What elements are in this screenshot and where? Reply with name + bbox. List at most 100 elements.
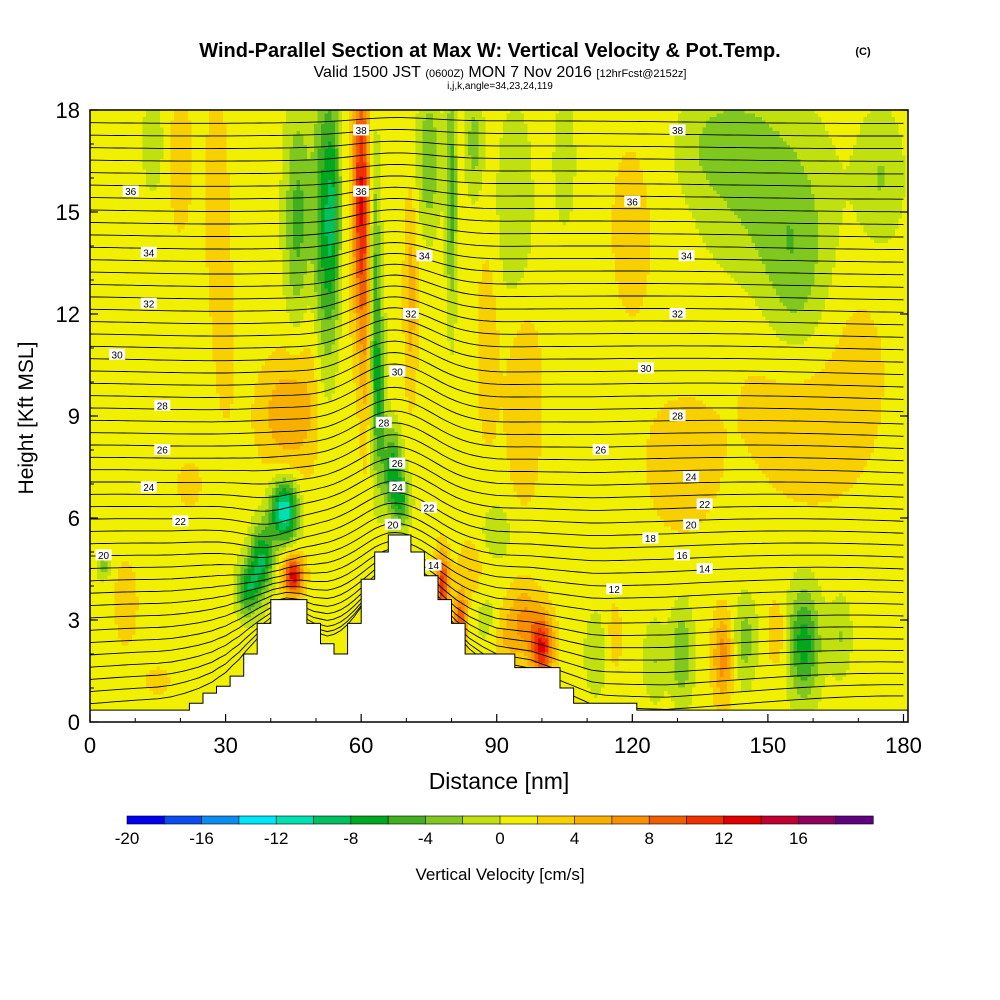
velocity-cell [559,159,563,163]
velocity-cell [587,159,591,163]
velocity-cell [129,138,133,142]
velocity-cell [325,114,329,118]
velocity-cell [202,135,206,139]
velocity-cell [300,156,304,160]
velocity-cell [265,128,269,132]
velocity-cell [773,156,777,160]
velocity-cell [591,135,595,139]
velocity-cell [615,117,619,121]
velocity-cell [598,145,602,149]
velocity-cell [685,149,689,153]
velocity-cell [262,149,266,153]
velocity-cell [605,152,609,156]
velocity-cell [230,149,234,153]
velocity-cell [433,121,437,125]
velocity-cell [752,138,756,142]
velocity-cell [818,128,822,132]
velocity-cell [384,142,388,146]
velocity-cell [531,159,535,163]
velocity-cell [300,145,304,149]
velocity-cell [104,138,108,142]
velocity-cell [514,159,518,163]
velocity-cell [178,121,182,125]
velocity-cell [181,135,185,139]
velocity-cell [773,131,777,135]
velocity-cell [160,114,164,118]
velocity-cell [860,124,864,128]
velocity-cell [447,114,451,118]
velocity-cell [591,117,595,121]
velocity-cell [153,117,157,121]
velocity-cell [458,152,462,156]
velocity-cell [283,156,287,160]
velocity-cell [888,124,892,128]
velocity-cell [255,152,259,156]
velocity-cell [405,152,409,156]
velocity-cell [752,114,756,118]
velocity-cell [780,124,784,128]
velocity-cell [202,121,206,125]
velocity-cell [528,159,532,163]
velocity-cell [594,138,598,142]
velocity-cell [580,114,584,118]
velocity-cell [874,114,878,118]
velocity-cell [825,156,829,160]
velocity-cell [244,121,248,125]
velocity-cell [531,149,535,153]
velocity-cell [871,121,875,125]
velocity-cell [801,149,805,153]
velocity-cell [423,149,427,153]
velocity-cell [874,121,878,125]
velocity-cell [867,124,871,128]
velocity-cell [864,152,868,156]
velocity-cell [696,128,700,132]
velocity-cell [836,142,840,146]
velocity-cell [608,145,612,149]
velocity-cell [398,121,402,125]
velocity-cell [804,124,808,128]
velocity-cell [654,117,658,121]
velocity-cell [612,145,616,149]
velocity-cell [710,149,714,153]
velocity-cell [195,117,199,121]
velocity-cell [892,121,896,125]
velocity-cell [479,114,483,118]
velocity-cell [797,131,801,135]
velocity-cell [559,128,563,132]
velocity-cell [815,131,819,135]
velocity-cell [276,114,280,118]
velocity-cell [384,121,388,125]
velocity-cell [129,142,133,146]
velocity-cell [776,138,780,142]
velocity-cell [108,145,112,149]
velocity-cell [150,124,154,128]
velocity-cell [584,156,588,160]
velocity-cell [524,124,528,128]
velocity-cell [741,159,745,163]
velocity-cell [797,128,801,132]
velocity-cell [237,135,241,139]
velocity-cell [895,138,899,142]
velocity-cell [815,117,819,121]
subtitle-utc: (0600Z) [425,68,464,80]
velocity-cell [465,135,469,139]
velocity-cell [885,124,889,128]
velocity-cell [395,121,399,125]
velocity-cell [654,124,658,128]
velocity-cell [391,114,395,118]
velocity-cell [780,142,784,146]
velocity-cell [619,159,623,163]
velocity-cell [699,128,703,132]
velocity-cell [409,135,413,139]
velocity-cell [871,142,875,146]
velocity-cell [720,152,724,156]
velocity-cell [482,128,486,132]
velocity-cell [794,156,798,160]
velocity-cell [832,131,836,135]
velocity-cell [524,159,528,163]
velocity-cell [171,138,175,142]
velocity-cell [724,131,728,135]
velocity-cell [734,145,738,149]
velocity-cell [258,142,262,146]
velocity-cell [479,149,483,153]
